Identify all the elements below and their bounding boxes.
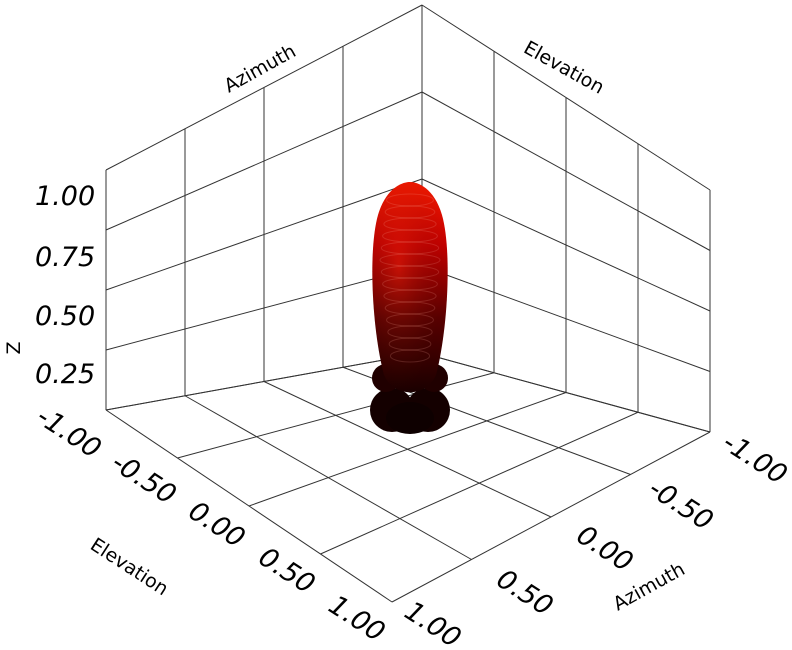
z-tick: 0.75 (35, 242, 95, 273)
lobe-mesh-ring (383, 217, 437, 231)
z-tick: 0.50 (35, 301, 95, 332)
lobe-mesh-ring (380, 265, 440, 279)
grid-line (105, 178, 423, 291)
elevation-tick: -1.00 (31, 401, 106, 465)
grid-line (421, 4, 711, 191)
elevation-tick: -0.50 (106, 447, 181, 511)
grid-line (421, 91, 711, 251)
lobe-mesh-ring (389, 349, 431, 363)
lobe-mesh-ring (382, 277, 438, 291)
azimuth-tick: 0.50 (491, 563, 558, 622)
lobe-mesh-ring (382, 229, 438, 243)
elevation-axis-label: Elevation (86, 534, 172, 601)
azimuth-tick: -0.50 (643, 473, 718, 537)
azimuth-tick: 1.00 (399, 595, 466, 650)
grid-line (320, 411, 639, 555)
z-tick: 1.00 (35, 181, 95, 212)
elevation-tick: 0.50 (253, 541, 320, 600)
grid-line (105, 91, 423, 231)
grid-line (105, 4, 423, 171)
lobe-mesh-ring (384, 301, 436, 315)
grid-line (421, 178, 711, 312)
lobe-mesh-ring (380, 241, 440, 255)
elevation-axis-ticks: -1.00 -0.50 0.00 0.50 1.00 (31, 401, 390, 648)
lobe-mesh-ring (379, 253, 441, 267)
lobe-mesh-ring (388, 337, 432, 351)
elevation-tick: 0.00 (183, 495, 250, 554)
azimuth-tick: -1.00 (717, 427, 792, 491)
lobe-mesh-ring (386, 193, 434, 207)
grid-line (248, 392, 567, 507)
grid-line (184, 395, 472, 560)
radiation-lobe-surface (370, 182, 450, 434)
back-wall-label-elevation: Elevation (520, 37, 608, 99)
grid-line (391, 431, 711, 603)
grid-line (105, 265, 423, 351)
elevation-tick: 1.00 (323, 589, 390, 648)
azimuth-tick: 0.00 (571, 519, 638, 578)
azimuth-axis-ticks: -1.00 -0.50 0.00 0.50 1.00 (399, 427, 792, 650)
grid-line (105, 409, 393, 603)
z-axis-label: Z (3, 341, 25, 354)
z-tick: 0.25 (35, 359, 95, 390)
lobe-mesh-ring (383, 289, 437, 303)
lobe-mesh-ring (387, 325, 433, 339)
lobe-mesh-ring (386, 313, 434, 327)
back-wall-label-azimuth: Azimuth (221, 40, 300, 97)
z-axis-ticks: 1.00 0.75 0.50 0.25 (35, 181, 95, 390)
lobe-mesh-ring (384, 205, 436, 219)
grid-line (421, 265, 711, 372)
